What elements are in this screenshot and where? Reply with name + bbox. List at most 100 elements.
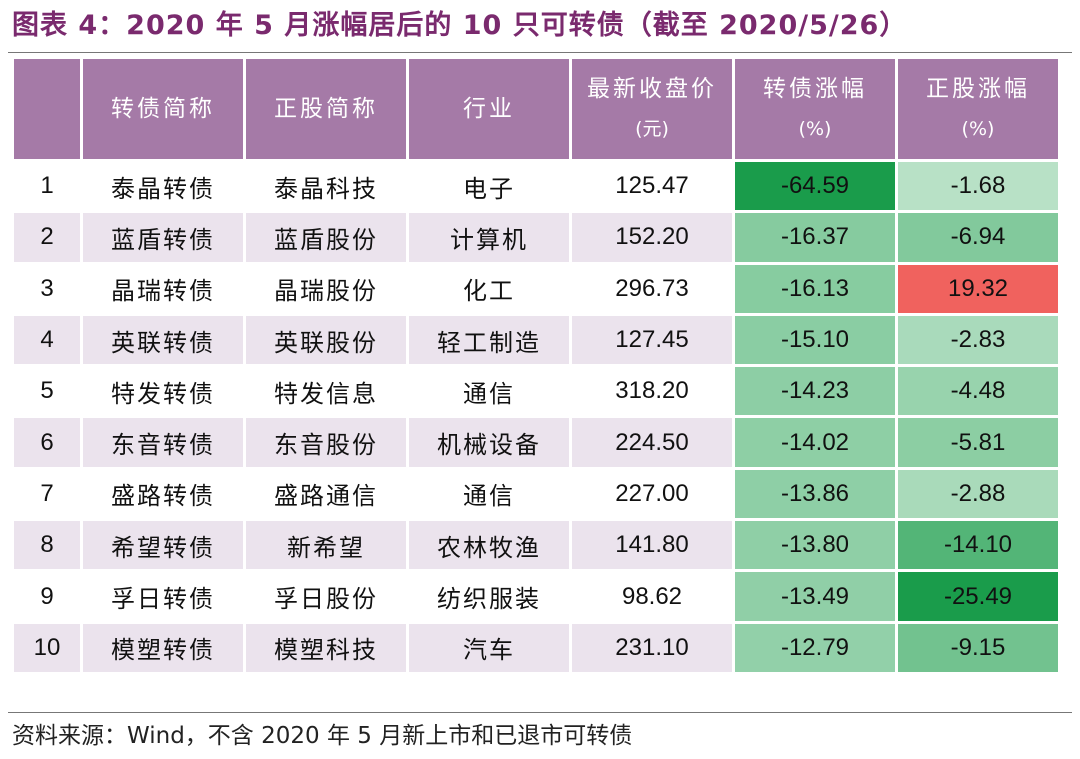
cell-stock-change: -5.81	[898, 418, 1058, 467]
cell-bond-change: -16.13	[735, 264, 895, 313]
cell-stock-change: -4.48	[898, 367, 1058, 416]
cell-close-price: 141.80	[572, 521, 732, 570]
cell-rank: 7	[14, 469, 80, 519]
header-close-price-label: 最新收盘价	[587, 76, 717, 102]
table-body: 1 泰晶转债 泰晶科技 电子 125.47 -64.59 -1.68 2 蓝盾转债 蓝盾股份 计算机…	[14, 162, 1058, 672]
cell-bond-name: 孚日转债	[83, 572, 243, 621]
cell-close-price: 296.73	[572, 264, 732, 313]
cell-close-price: 227.00	[572, 469, 732, 519]
cell-stock-name: 新希望	[246, 521, 406, 570]
bond-table: 转债简称 正股简称 行业 最新收盘价 (元) 转债涨幅 (%) 正股涨幅 (%)…	[11, 56, 1061, 675]
table-row: 2 蓝盾转债 蓝盾股份 计算机 152.20 -16.37 -6.94	[14, 213, 1058, 262]
table-row: 6 东音转债 东音股份 机械设备 224.50 -14.02 -5.81	[14, 418, 1058, 467]
cell-stock-name: 孚日股份	[246, 572, 406, 621]
cell-industry: 通信	[409, 469, 569, 519]
cell-close-price: 152.20	[572, 213, 732, 262]
cell-close-price: 127.45	[572, 315, 732, 365]
table-row: 9 孚日转债 孚日股份 纺织服装 98.62 -13.49 -25.49	[14, 572, 1058, 621]
header-close-price-unit: (元)	[635, 118, 669, 140]
header-rank	[14, 59, 80, 159]
cell-industry: 纺织服装	[409, 572, 569, 621]
source-note: 资料来源：Wind，不含 2020 年 5 月新上市和已退市可转债	[12, 723, 633, 749]
cell-close-price: 231.10	[572, 623, 732, 672]
cell-industry: 轻工制造	[409, 315, 569, 365]
cell-bond-name: 晶瑞转债	[83, 264, 243, 313]
cell-industry: 机械设备	[409, 418, 569, 467]
cell-stock-change: -9.15	[898, 623, 1058, 672]
table-row: 7 盛路转债 盛路通信 通信 227.00 -13.86 -2.88	[14, 469, 1058, 519]
cell-bond-change: -14.02	[735, 418, 895, 467]
cell-stock-change: -2.88	[898, 469, 1058, 519]
cell-rank: 9	[14, 572, 80, 621]
cell-bond-name: 盛路转债	[83, 469, 243, 519]
cell-stock-name: 盛路通信	[246, 469, 406, 519]
cell-bond-change: -13.80	[735, 521, 895, 570]
header-bond-change: 转债涨幅 (%)	[735, 59, 895, 159]
cell-stock-name: 蓝盾股份	[246, 213, 406, 262]
cell-stock-change: 19.32	[898, 264, 1058, 313]
header-close-price: 最新收盘价 (元)	[572, 59, 732, 159]
cell-bond-name: 英联转债	[83, 315, 243, 365]
cell-stock-name: 泰晶科技	[246, 162, 406, 211]
table-row: 10 模塑转债 模塑科技 汽车 231.10 -12.79 -9.15	[14, 623, 1058, 672]
bottom-rule	[8, 712, 1072, 713]
cell-bond-change: -12.79	[735, 623, 895, 672]
table-row: 1 泰晶转债 泰晶科技 电子 125.47 -64.59 -1.68	[14, 162, 1058, 211]
cell-rank: 6	[14, 418, 80, 467]
cell-stock-change: -25.49	[898, 572, 1058, 621]
cell-stock-change: -2.83	[898, 315, 1058, 365]
cell-bond-change: -13.86	[735, 469, 895, 519]
header-stock-change-label: 正股涨幅	[926, 76, 1030, 102]
cell-rank: 4	[14, 315, 80, 365]
cell-bond-name: 特发转债	[83, 367, 243, 416]
cell-bond-name: 泰晶转债	[83, 162, 243, 211]
cell-rank: 1	[14, 162, 80, 211]
header-bond-change-label: 转债涨幅	[763, 76, 867, 102]
cell-stock-name: 晶瑞股份	[246, 264, 406, 313]
table-row: 5 特发转债 特发信息 通信 318.20 -14.23 -4.48	[14, 367, 1058, 416]
cell-bond-change: -16.37	[735, 213, 895, 262]
cell-stock-name: 东音股份	[246, 418, 406, 467]
cell-bond-name: 东音转债	[83, 418, 243, 467]
cell-stock-name: 模塑科技	[246, 623, 406, 672]
cell-bond-change: -15.10	[735, 315, 895, 365]
top-rule	[8, 52, 1072, 53]
cell-stock-name: 特发信息	[246, 367, 406, 416]
figure-title: 图表 4：2020 年 5 月涨幅居后的 10 只可转债（截至 2020/5/2…	[12, 10, 908, 41]
header-row: 转债简称 正股简称 行业 最新收盘价 (元) 转债涨幅 (%) 正股涨幅 (%)	[14, 59, 1058, 159]
cell-bond-change: -13.49	[735, 572, 895, 621]
cell-bond-change: -64.59	[735, 162, 895, 211]
cell-stock-change: -6.94	[898, 213, 1058, 262]
cell-close-price: 125.47	[572, 162, 732, 211]
cell-bond-name: 希望转债	[83, 521, 243, 570]
header-bond-change-unit: (%)	[798, 118, 832, 140]
cell-industry: 通信	[409, 367, 569, 416]
cell-stock-name: 英联股份	[246, 315, 406, 365]
cell-bond-name: 蓝盾转债	[83, 213, 243, 262]
cell-close-price: 318.20	[572, 367, 732, 416]
cell-stock-change: -1.68	[898, 162, 1058, 211]
table-row: 8 希望转债 新希望 农林牧渔 141.80 -13.80 -14.10	[14, 521, 1058, 570]
cell-rank: 2	[14, 213, 80, 262]
cell-industry: 农林牧渔	[409, 521, 569, 570]
header-stock-change-unit: (%)	[961, 118, 995, 140]
header-bond-name: 转债简称	[83, 59, 243, 159]
table-row: 3 晶瑞转债 晶瑞股份 化工 296.73 -16.13 19.32	[14, 264, 1058, 313]
cell-rank: 10	[14, 623, 80, 672]
cell-industry: 化工	[409, 264, 569, 313]
cell-bond-name: 模塑转债	[83, 623, 243, 672]
header-stock-change: 正股涨幅 (%)	[898, 59, 1058, 159]
cell-rank: 3	[14, 264, 80, 313]
cell-bond-change: -14.23	[735, 367, 895, 416]
cell-close-price: 224.50	[572, 418, 732, 467]
cell-industry: 汽车	[409, 623, 569, 672]
header-industry: 行业	[409, 59, 569, 159]
cell-close-price: 98.62	[572, 572, 732, 621]
header-stock-name: 正股简称	[246, 59, 406, 159]
cell-stock-change: -14.10	[898, 521, 1058, 570]
cell-rank: 5	[14, 367, 80, 416]
cell-industry: 计算机	[409, 213, 569, 262]
cell-rank: 8	[14, 521, 80, 570]
table-row: 4 英联转债 英联股份 轻工制造 127.45 -15.10 -2.83	[14, 315, 1058, 365]
cell-industry: 电子	[409, 162, 569, 211]
